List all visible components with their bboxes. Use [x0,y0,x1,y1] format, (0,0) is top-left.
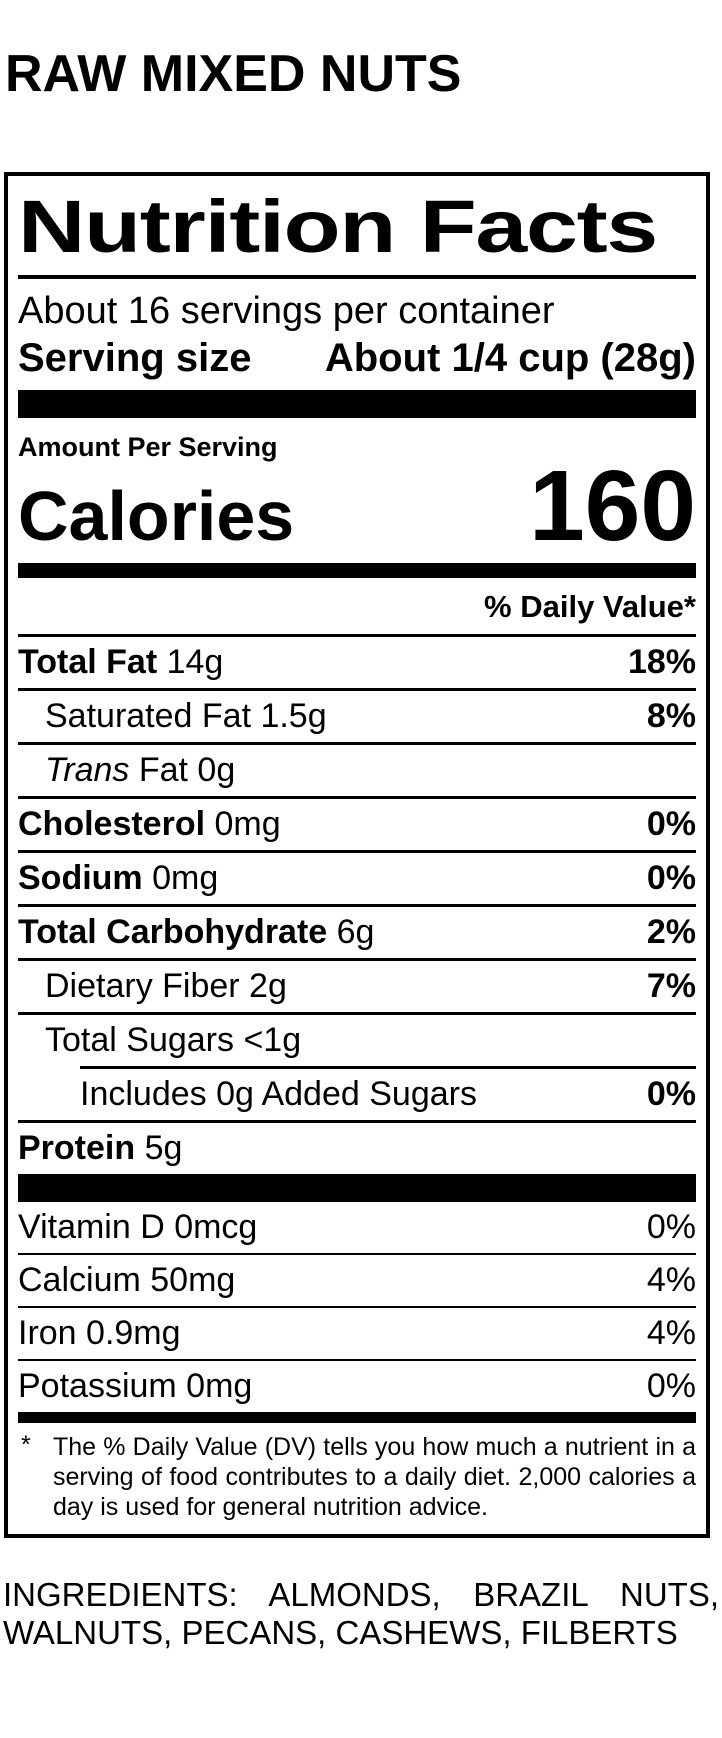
nutrition-facts-title: Nutrition Facts [18,182,696,272]
nutrient-name: Cholesterol 0mg [18,805,281,843]
nutrient-row: Protein 5g [18,1120,696,1174]
nutrient-amount: 0mg [142,859,219,897]
nutrient-name: Total Fat 14g [18,643,223,681]
nutrient-daily-value: 7% [646,967,696,1005]
vitamin-name: Vitamin D 0mcg [18,1208,258,1246]
nutrient-name-bold: Total Carbohydrate [18,913,328,951]
title-rule [18,275,696,279]
nutrient-amount: Saturated Fat 1.5g [45,697,327,735]
nutrient-rows: Total Fat 14g 18% Saturated Fat 1.5g 8% … [18,637,696,1174]
nutrient-row: Sodium 0mg 0% [18,850,696,904]
nutrient-daily-value: 2% [646,913,696,951]
nutrition-facts-panel: Nutrition Facts About 16 servings per co… [4,172,710,1538]
nutrient-name-bold: Protein [18,1129,136,1167]
daily-value-header: % Daily Value* [18,578,696,637]
separator-bar-thick-bottom [18,1174,696,1202]
nutrient-amount: Total Sugars <1g [45,1021,302,1059]
nutrient-name: Saturated Fat 1.5g [18,697,327,735]
footnote-asterisk: * [21,1431,31,1459]
separator-bar-medium [18,563,696,578]
nutrient-daily-value: 0% [646,859,696,897]
vitamin-name: Potassium 0mg [18,1367,253,1405]
nutrient-row: Total Sugars <1g [18,1012,696,1066]
nutrient-row: Total Carbohydrate 6g 2% [18,904,696,958]
nutrient-name: Total Carbohydrate 6g [18,913,374,951]
product-title: RAW MIXED NUTS [5,45,462,103]
nutrient-daily-value: 0% [646,805,696,843]
separator-bar-thin [18,1412,696,1423]
nutrient-name: Total Sugars <1g [18,1021,301,1059]
nutrient-name-bold: Sodium [18,859,143,897]
vitamin-row: Iron 0.9mg 4% [18,1306,696,1359]
amount-per-serving-label: Amount Per Serving [18,432,278,462]
vitamin-daily-value: 4% [646,1261,696,1299]
nutrient-row: Includes 0g Added Sugars 0% [18,1066,696,1120]
ingredients-list: INGREDIENTS: ALMONDS, BRAZIL NUTS, WALNU… [3,1576,719,1651]
calories-label: Calories [18,477,295,555]
nutrient-amount: 5g [135,1129,183,1167]
vitamin-row: Potassium 0mg 0% [18,1359,696,1412]
footnote-text: The % Daily Value (DV) tells you how muc… [53,1433,696,1521]
nutrient-amount: 14g [157,643,224,681]
servings-per-container: About 16 servings per container [18,290,555,332]
nutrient-name-bold: Total Fat [18,643,158,681]
nutrient-daily-value: 0% [646,1075,696,1113]
nutrient-row: Trans Fat 0g [18,742,696,796]
nutrient-name: Protein 5g [18,1129,182,1167]
nutrient-daily-value: 8% [646,697,696,735]
separator-bar-thick-top [18,390,696,418]
daily-value-footnote: * The % Daily Value (DV) tells you how m… [18,1423,696,1534]
nutrition-facts-title-text: Nutrition Facts [18,185,658,268]
vitamin-row: Calcium 50mg 4% [18,1253,696,1306]
nutrient-daily-value: 18% [627,643,696,681]
nutrient-amount: Fat 0g [129,751,236,789]
nutrient-name: Dietary Fiber 2g [18,967,287,1005]
serving-size-value: About 1/4 cup (28g) [324,336,696,380]
nutrient-name: Sodium 0mg [18,859,218,897]
serving-size-row: Serving size About 1/4 cup (28g) [18,335,696,390]
nutrient-amount: Dietary Fiber 2g [45,967,287,1005]
serving-size-label: Serving size [18,336,252,380]
nutrient-amount: 6g [327,913,375,951]
vitamin-row: Vitamin D 0mcg 0% [18,1202,696,1253]
vitamin-name: Iron 0.9mg [18,1314,181,1352]
nutrient-amount: 0mg [205,805,281,843]
vitamin-name: Calcium 50mg [18,1261,236,1299]
calories-row: Calories 160 [18,451,696,569]
nutrient-row: Total Fat 14g 18% [18,637,696,688]
nutrient-row: Saturated Fat 1.5g 8% [18,688,696,742]
vitamin-daily-value: 0% [646,1367,696,1405]
nutrient-name-bold: Cholesterol [18,805,206,843]
nutrient-name-italic: Trans [45,751,130,789]
nutrient-amount: Includes 0g Added Sugars [80,1075,477,1113]
vitamin-daily-value: 4% [646,1314,696,1352]
vitamin-daily-value: 0% [646,1208,696,1246]
vitamin-rows: Vitamin D 0mcg 0% Calcium 50mg 4% Iron 0… [18,1202,696,1412]
nutrient-name: Includes 0g Added Sugars [18,1075,477,1113]
calories-value: 160 [529,450,696,562]
nutrient-row: Dietary Fiber 2g 7% [18,958,696,1012]
nutrient-name: Trans Fat 0g [18,751,235,789]
nutrient-row: Cholesterol 0mg 0% [18,796,696,850]
